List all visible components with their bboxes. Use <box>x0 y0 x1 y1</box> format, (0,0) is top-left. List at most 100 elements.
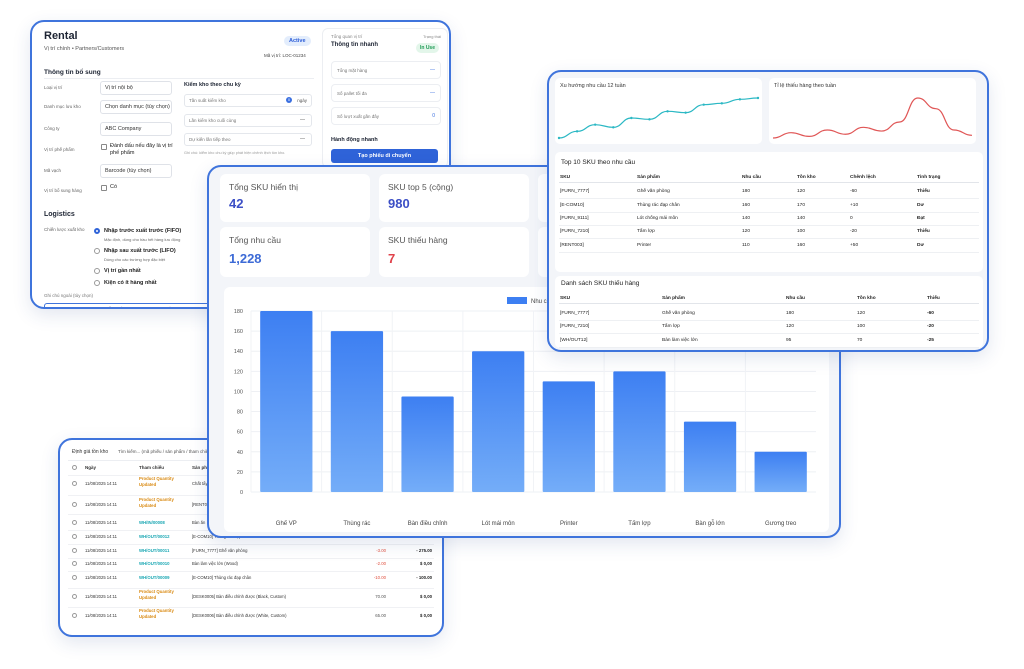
checkbox[interactable] <box>72 575 77 580</box>
table-cell: Đạt <box>917 216 925 221</box>
date-cell: 11/08/2025 14:11 <box>85 534 117 539</box>
trend-line <box>772 97 973 139</box>
table-cell: Dư <box>917 243 924 248</box>
table-cell: Thùng rác đạp chân <box>637 203 680 208</box>
caption: Trạng thái <box>423 34 441 39</box>
text-input[interactable]: Chọn danh mục (tùy chọn) <box>100 100 172 114</box>
stat-tile: Tổng SKU hiển thị 42 <box>220 174 370 222</box>
radio-label: Vị trí gần nhất <box>104 268 141 274</box>
checkbox[interactable] <box>72 613 77 618</box>
stat-value: 7 <box>388 251 396 266</box>
placeholder: Tìm kiếm... (mã phiếu / sản phẩm / tham … <box>118 449 213 454</box>
field-label: Dự kiến lần tiếp theo <box>189 137 231 142</box>
stat-value: 980 <box>388 196 410 211</box>
action-button[interactable]: Tạo phiếu di chuyển <box>331 149 438 163</box>
stat-label: Tổng nhu cầu <box>229 235 281 245</box>
table-cell: 100 <box>797 229 806 234</box>
metric-label: Số pallet tối đa <box>337 91 367 96</box>
checkbox[interactable] <box>72 561 77 566</box>
column-header: Thiếu <box>927 296 940 301</box>
trend-point <box>738 98 742 101</box>
x-tick-label: Bàn gỗ lớn <box>695 520 724 527</box>
field-label: Lần kiểm kho cuối cùng <box>189 118 237 123</box>
value-cell: - 275.00 <box>416 548 432 553</box>
radio[interactable] <box>94 280 100 286</box>
checkbox[interactable] <box>72 481 77 486</box>
checkbox[interactable] <box>72 534 77 539</box>
placeholder: Ghi chú nội bộ, hướng dẫn bố trí, lưu ý … <box>49 307 178 309</box>
product-cell: [FURN_7777] Ghế văn phòng <box>192 548 248 553</box>
caption: Tổng quan vị trí <box>331 34 363 39</box>
value-cell: $ 0,00 <box>420 594 432 599</box>
table-cell: 180 <box>742 189 751 194</box>
date-cell: 11/08/2025 14:11 <box>85 575 117 580</box>
row-divider <box>68 544 434 545</box>
input-value: ABC Company <box>105 126 142 132</box>
table-title: Danh sách SKU thiếu hàng <box>561 280 640 287</box>
table-cell: Thiếu <box>917 229 930 234</box>
table-cell: Tấm lợp <box>662 324 680 329</box>
stat-tile: SKU top 5 (cộng) 980 <box>379 174 529 222</box>
column-header: Nhu cầu <box>786 296 805 301</box>
overview-panel: Tổng quan vị trí Trạng thái Thông tin nhan… <box>322 28 448 168</box>
column-header: Nhu cầu <box>742 175 761 180</box>
date-cell: 11/08/2025 14:11 <box>85 594 117 599</box>
search-box[interactable]: Tìm kiếm... (mã phiếu / sản phẩm / tham … <box>114 446 264 457</box>
radio[interactable] <box>94 228 100 234</box>
table-cell: Printer <box>637 243 652 248</box>
row-divider <box>68 606 434 608</box>
checkbox[interactable] <box>72 465 77 470</box>
trend-point <box>557 136 561 140</box>
text-input[interactable]: ABC Company <box>100 122 172 136</box>
row-divider <box>68 571 434 572</box>
input-value: Chọn danh mục (tùy chọn) <box>105 104 170 110</box>
column-header: Tồn kho <box>857 296 876 301</box>
product-cell: [DESK0006] Bàn điều chỉnh được (White, C… <box>192 613 287 618</box>
table-cell: 120 <box>742 229 751 234</box>
field-label: Loại vị trí <box>44 85 63 90</box>
date-cell: 11/08/2025 14:11 <box>85 613 117 618</box>
checkbox[interactable] <box>72 548 77 553</box>
stat-label: SKU top 5 (cộng) <box>388 182 454 192</box>
radio[interactable] <box>94 248 100 254</box>
table-cell: Lót chống mái môn <box>637 216 678 221</box>
bar-chart: 0 20 40 60 80 100 120 140 160 180 Ghế VP Thùng rác B… <box>234 297 816 527</box>
quantity-cell: -2.00 <box>376 561 386 566</box>
y-tick-label: 80 <box>237 410 243 416</box>
breadcrumb: Vị trí chính • Partners/Customers <box>44 46 125 52</box>
y-tick-label: 60 <box>237 430 243 436</box>
trend-point <box>702 103 705 106</box>
column-header: Tham chiếu <box>139 465 165 470</box>
info-field: Tần suất kiểm kho 0 ngày <box>184 94 312 107</box>
table-cell: Dư <box>917 203 924 208</box>
checkbox[interactable] <box>72 502 77 507</box>
text-input[interactable]: Vị trí nội bộ <box>100 81 172 95</box>
bar <box>330 331 384 492</box>
subsection-title: Kiểm kho theo chu kỳ <box>184 82 241 88</box>
checkbox[interactable] <box>72 594 77 599</box>
table-title: Định giá tồn kho <box>72 449 109 455</box>
table-cell: [FURN_7210] <box>560 324 590 329</box>
trend-point <box>648 118 651 121</box>
reference-cell: Product Quantity Updated <box>139 497 174 508</box>
section-title: Thông tin bổ sung <box>44 69 101 76</box>
table-cell: 120 <box>857 311 866 316</box>
row-divider <box>559 347 979 348</box>
input-value: Barcode (tùy chọn) <box>105 168 152 174</box>
y-tick-label: 140 <box>234 349 243 355</box>
column-header: Chênh lệch <box>850 175 876 180</box>
checkbox[interactable] <box>101 185 107 191</box>
reference-cell: Product Quantity Updated <box>139 476 174 487</box>
divider <box>44 78 314 79</box>
trend-point <box>756 96 760 100</box>
radio-label: Kiện có ít hàng nhất <box>104 280 157 286</box>
checkbox[interactable] <box>72 520 77 525</box>
checkbox[interactable] <box>101 144 107 150</box>
row-divider <box>559 320 979 321</box>
text-input[interactable]: Barcode (tùy chọn) <box>100 164 172 178</box>
field-value: — <box>300 136 305 142</box>
radio[interactable] <box>94 268 100 274</box>
table-cell: -60 <box>850 189 857 194</box>
trend-point <box>666 110 669 113</box>
table-cell: [E-COM10] <box>560 203 584 208</box>
